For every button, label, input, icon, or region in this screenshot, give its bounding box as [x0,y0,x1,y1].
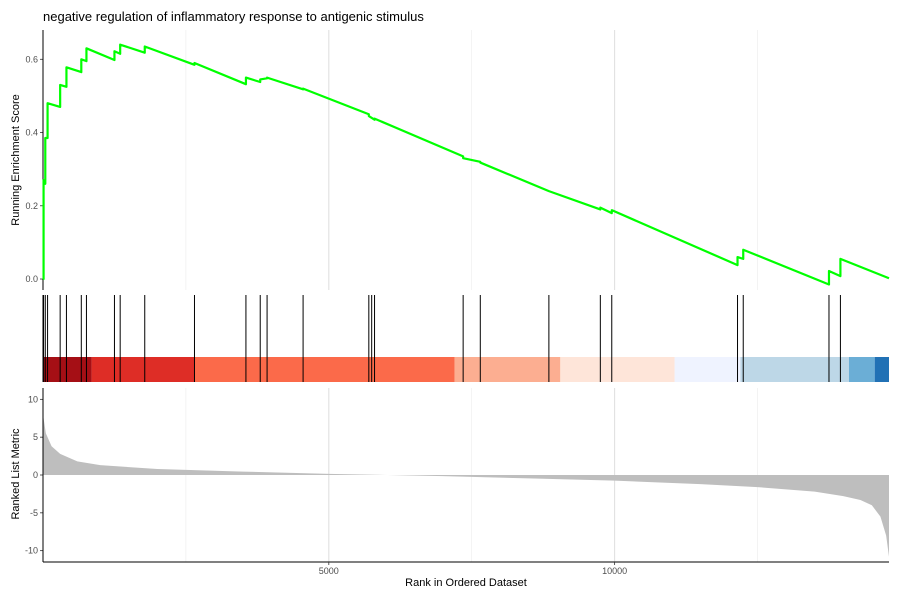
ranked-metric-tick-label: -10 [25,546,38,556]
x-axis-tick-label: 5000 [319,566,339,576]
running-score-tick-label: 0.4 [25,128,38,138]
ranked-metric-tick-label: 0 [33,470,38,480]
running-score-y-ticks: 0.0 0.2 0.4 0.6 [25,54,43,284]
ranked-metric-y-ticks: 10 5 0 -5 -10 [25,394,43,556]
ranked-metric-tick-label: 5 [33,432,38,442]
heat-bar [43,357,889,382]
heat-bar-segment [560,357,675,382]
running-score-line [42,43,890,286]
ranked-metric-tick-label: -5 [30,508,38,518]
ranked-metric-panel: 10 5 0 -5 -10 5000 10000 Ranked List Metric R… [10,388,889,589]
ranked-metric-tick-label: 10 [28,394,38,404]
running-score-tick-label: 0.2 [25,201,38,211]
running-score-tick-label: 0.0 [25,274,38,284]
heat-bar-segment [194,357,455,382]
hits-panel [42,295,889,382]
x-axis-ticks: 5000 10000 [319,562,627,576]
heat-bar-segment [91,357,195,382]
running-score-panel: 0.0 0.2 0.4 0.6 Running Enrichment Score [10,30,890,290]
chart-title: negative regulation of inflammatory resp… [43,9,424,24]
heat-bar-segment [454,357,561,382]
heat-bar-segment [740,357,849,382]
heat-bar-segment [874,357,889,382]
x-axis-title: Rank in Ordered Dataset [405,577,527,589]
ranked-metric-axis-title: Ranked List Metric [10,428,22,520]
running-score-gridlines [185,30,758,290]
x-axis-tick-label: 10000 [602,566,627,576]
heat-bar-segment [674,357,741,382]
heat-bar-segment [848,357,875,382]
running-score-tick-label: 0.6 [25,54,38,64]
ranked-metric-area [43,414,889,557]
running-score-axis-title: Running Enrichment Score [10,94,22,225]
heat-bar-segment [43,357,92,382]
gene-hit-lines [43,295,841,382]
